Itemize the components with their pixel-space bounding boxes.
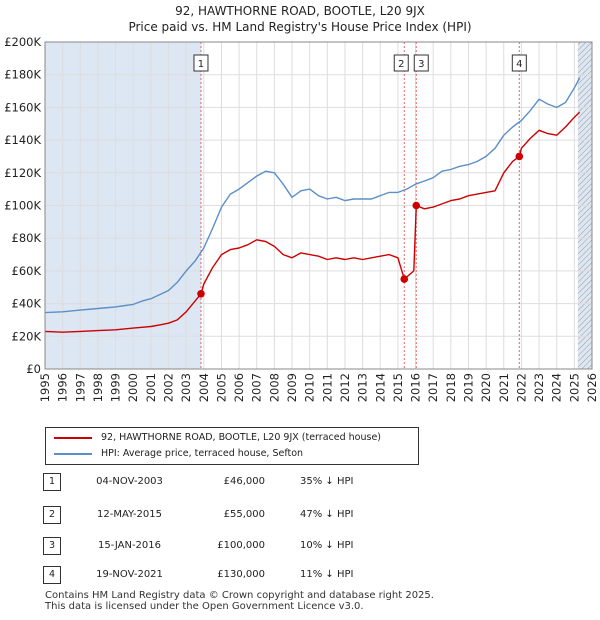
sale-point-1: [197, 289, 205, 298]
transaction-hpi-diff: 47% ↓ HPI: [300, 509, 354, 520]
x-tick-label: 2020: [479, 373, 493, 402]
transaction-row: 3 15-JAN-2016 £100,000 10% ↓ HPI: [0, 537, 600, 555]
x-tick-label: 2002: [162, 373, 176, 402]
x-tick-label: 2017: [426, 373, 440, 402]
sale-point-4: [515, 152, 524, 161]
y-tick-label: £180K: [4, 68, 41, 82]
x-tick-label: 2018: [444, 373, 458, 402]
transaction-number: 2: [43, 506, 61, 524]
x-tick-label: 2014: [373, 373, 387, 402]
transaction-number: 3: [43, 537, 61, 555]
x-tick-label: 2022: [514, 373, 528, 402]
footer-attribution: Contains HM Land Registry data © Crown c…: [45, 590, 434, 612]
y-tick-label: £120K: [4, 166, 41, 180]
x-tick-label: 1995: [38, 373, 52, 402]
transaction-row: 2 12-MAY-2015 £55,000 47% ↓ HPI: [0, 506, 600, 524]
x-tick-label: 1998: [91, 373, 105, 402]
x-tick-label: 2015: [391, 373, 405, 402]
x-tick-label: 2026: [585, 373, 599, 402]
x-tick-label: 2013: [356, 373, 370, 402]
marker-box-1: [193, 54, 209, 72]
price-chart: 1 2 3 4 £0 £20K £40K £60K £80K £100K £120K £140K £16…: [4, 35, 599, 402]
y-tick-label: £160K: [4, 100, 41, 114]
x-tick-label: 2001: [144, 373, 158, 402]
x-tick-label: 2003: [179, 373, 193, 402]
marker-box-4: [511, 54, 527, 72]
y-tick-label: £40K: [12, 297, 42, 311]
x-tick-label: 2010: [303, 373, 317, 402]
x-tick-label: 2023: [532, 373, 546, 402]
x-tick-label: 2004: [197, 373, 211, 402]
legend-label-hpi: HPI: Average price, terraced house, Seft…: [101, 448, 304, 459]
property-series-line: [44, 111, 581, 333]
chart-title-line1: 92, HAWTHORNE ROAD, BOOTLE, L20 9JX: [175, 4, 425, 18]
y-tick-label: £140K: [4, 133, 41, 147]
marker-label-1: 1: [198, 59, 204, 70]
sale-point-3: [412, 201, 421, 210]
transaction-date: 15-JAN-2016: [97, 540, 162, 551]
transaction-hpi-diff: 10% ↓ HPI: [300, 540, 354, 551]
x-tick-label: 1999: [109, 373, 123, 402]
transaction-price: £100,000: [217, 540, 265, 551]
footer-line1: Contains HM Land Registry data © Crown c…: [45, 590, 434, 601]
transaction-number: 1: [43, 473, 61, 491]
transaction-date: 19-NOV-2021: [96, 569, 163, 580]
x-tick-label: 2008: [267, 373, 281, 402]
marker-box-2: [393, 54, 409, 72]
x-tick-label: 1996: [56, 373, 70, 402]
plot-frame: [44, 41, 593, 370]
x-tick-label: 2011: [320, 373, 334, 402]
y-tick-label: £80K: [12, 231, 42, 245]
transaction-date: 12-MAY-2015: [96, 509, 162, 520]
transaction-hpi-diff: 11% ↓ HPI: [300, 569, 354, 580]
x-tick-label: 2019: [461, 373, 475, 402]
x-tick-label: 2016: [409, 373, 423, 402]
x-tick-label: 2005: [214, 373, 228, 402]
chart-legend: 92, HAWTHORNE ROAD, BOOTLE, L20 9JX (ter…: [45, 427, 419, 465]
transaction-row: 1 04-NOV-2003 £46,000 35% ↓ HPI: [0, 473, 600, 491]
x-tick-label: 2025: [567, 373, 581, 402]
y-tick-label: £60K: [12, 264, 42, 278]
y-tick-label: £100K: [4, 199, 41, 213]
legend-item-property: 92, HAWTHORNE ROAD, BOOTLE, L20 9JX (ter…: [54, 431, 381, 445]
marker-label-2: 2: [398, 59, 404, 70]
transaction-price: £130,000: [217, 569, 265, 580]
x-tick-label: 1997: [73, 373, 87, 402]
transaction-number: 4: [43, 566, 61, 584]
legend-item-hpi: HPI: Average price, terraced house, Seft…: [54, 447, 303, 461]
y-tick-label: £0: [26, 362, 41, 376]
x-tick-label: 2007: [250, 373, 264, 402]
x-tick-label: 2006: [232, 373, 246, 402]
transaction-hpi-diff: 35% ↓ HPI: [300, 476, 354, 487]
legend-swatch-property: [54, 436, 92, 439]
marker-label-4: 4: [516, 59, 522, 70]
x-tick-label: 2009: [285, 373, 299, 402]
transaction-row: 4 19-NOV-2021 £130,000 11% ↓ HPI: [0, 566, 600, 584]
transaction-price: £55,000: [223, 509, 265, 520]
chart-title: 92, HAWTHORNE ROAD, BOOTLE, L20 9JX Pric…: [0, 3, 600, 35]
legend-swatch-hpi: [54, 452, 92, 455]
marker-label-3: 3: [418, 59, 424, 70]
hpi-series-line: [44, 77, 581, 314]
x-tick-label: 2021: [497, 373, 511, 402]
x-tick-label: 2012: [338, 373, 352, 402]
y-tick-label: £200K: [4, 35, 41, 49]
transaction-date: 04-NOV-2003: [96, 476, 163, 487]
x-tick-label: 2000: [126, 373, 140, 402]
y-tick-label: £20K: [12, 329, 42, 343]
x-tick-label: 2024: [550, 373, 564, 402]
sale-point-2: [400, 275, 409, 283]
marker-box-3: [413, 54, 429, 72]
legend-label-property: 92, HAWTHORNE ROAD, BOOTLE, L20 9JX (ter…: [101, 432, 381, 443]
footer-line2: This data is licensed under the Open Gov…: [45, 601, 364, 612]
chart-title-line2: Price paid vs. HM Land Registry's House …: [128, 20, 472, 34]
transaction-price: £46,000: [223, 476, 265, 487]
